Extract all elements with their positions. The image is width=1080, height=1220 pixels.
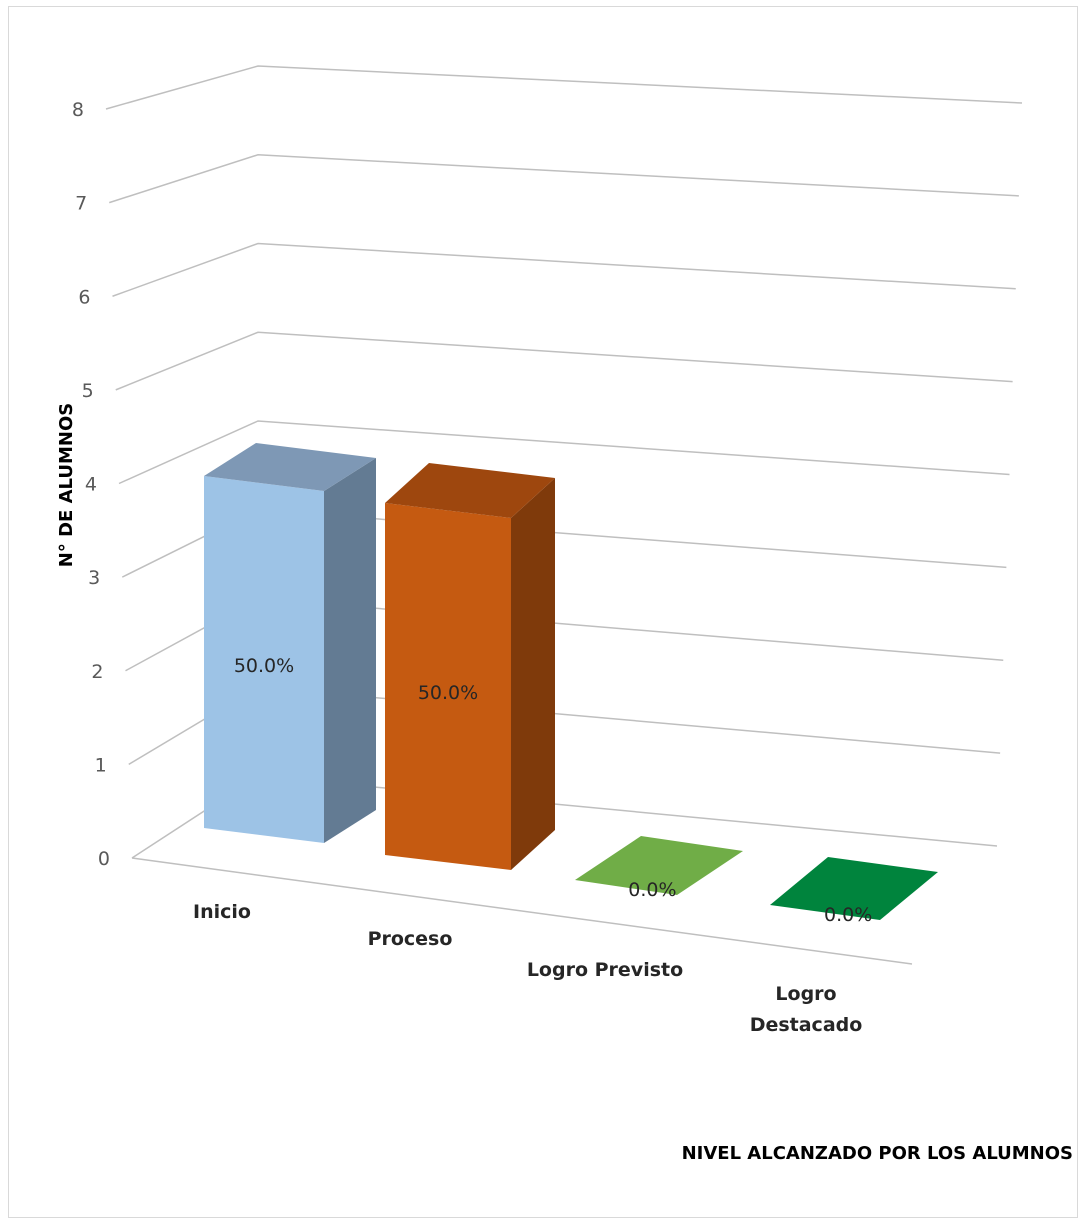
chart-floor xyxy=(131,857,913,965)
bar-side xyxy=(324,458,376,843)
data-label: 50.0% xyxy=(234,655,294,677)
bar-front xyxy=(385,503,511,870)
y-tick-label: 1 xyxy=(95,754,107,776)
bar: 50.0% xyxy=(204,443,376,843)
x-axis-title: NIVEL ALCANZADO POR LOS ALUMNOS xyxy=(682,1143,1073,1164)
y-tick-label: 4 xyxy=(85,474,97,496)
bar: 0.0% xyxy=(575,836,743,901)
category-label: Logro Destacado xyxy=(750,983,863,1036)
y-axis-title: N° DE ALUMNOS xyxy=(56,403,77,567)
bar: 0.0% xyxy=(770,857,938,926)
category-labels: Inicio Proceso Logro Previsto Logro Destacad… xyxy=(193,901,862,1036)
gridline xyxy=(105,65,1023,110)
data-label: 50.0% xyxy=(418,682,478,704)
y-tick-label: 3 xyxy=(88,567,100,589)
bar-top xyxy=(575,836,743,895)
gridlines xyxy=(105,65,1023,859)
y-tick-label: 7 xyxy=(75,193,87,215)
bar: 50.0% xyxy=(385,463,555,870)
bar-top xyxy=(385,463,555,518)
data-label: 0.0% xyxy=(628,879,676,901)
gridline xyxy=(112,242,1016,297)
bar-front xyxy=(204,476,324,843)
y-tick-label: 6 xyxy=(78,286,90,308)
category-label: Proceso xyxy=(368,928,453,950)
y-axis-ticks: 0 1 2 3 4 5 6 7 8 xyxy=(72,99,110,870)
gridline xyxy=(118,420,1010,485)
bars: 50.0% 50.0% 0.0% 0.0% xyxy=(204,443,938,926)
y-tick-label: 0 xyxy=(98,848,110,870)
bar-side xyxy=(511,478,555,870)
y-tick-label: 8 xyxy=(72,99,84,121)
bar-top xyxy=(204,443,376,491)
bar-top xyxy=(770,857,938,920)
y-tick-label: 5 xyxy=(82,380,94,402)
floor-edge xyxy=(131,857,913,965)
gridline xyxy=(115,331,1013,391)
category-label: Logro Previsto xyxy=(527,959,683,981)
y-tick-label: 2 xyxy=(91,661,103,683)
gridline xyxy=(109,153,1019,204)
data-label: 0.0% xyxy=(824,904,872,926)
category-label: Inicio xyxy=(193,901,251,923)
